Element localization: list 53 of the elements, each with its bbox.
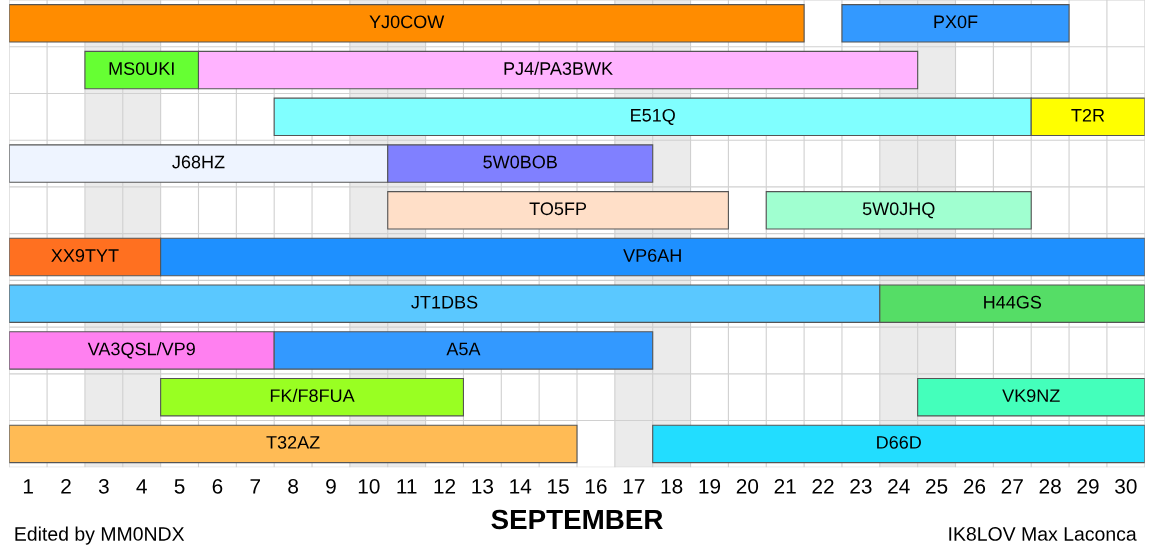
x-tick-label: 12 xyxy=(434,478,456,494)
x-tick-label: 5 xyxy=(174,479,185,494)
x-tick-label: 23 xyxy=(850,478,872,494)
x-tick-label: 4 xyxy=(136,479,147,494)
series-label: PJ4/PA3BWK xyxy=(504,61,613,75)
x-tick-label: 10 xyxy=(358,478,380,494)
series-label: T2R xyxy=(1071,108,1105,122)
series-label: D66D xyxy=(877,435,921,449)
x-tick-label: 14 xyxy=(510,479,532,494)
series-label: E51Q xyxy=(631,108,675,125)
x-axis-title: SEPTEMBER xyxy=(491,509,663,530)
x-tick-label: 7 xyxy=(250,479,261,494)
series-label: VK9NZ xyxy=(1002,389,1060,403)
series-label: PX0F xyxy=(934,15,978,29)
x-tick-label: 28 xyxy=(1039,478,1061,494)
x-tick-label: 21 xyxy=(774,478,796,494)
series-label: MS0UKI xyxy=(109,62,174,75)
series-label: XX9TYT xyxy=(51,249,119,262)
x-tick-label: 19 xyxy=(699,478,721,494)
series-label: VA3QSL/VP9 xyxy=(87,342,195,359)
x-tick-label: 15 xyxy=(548,479,569,494)
x-tick-label: 9 xyxy=(326,478,336,494)
x-tick-label: 18 xyxy=(661,478,683,494)
series-label: VP6AH xyxy=(623,249,681,262)
x-tick-label: 2 xyxy=(61,478,71,494)
x-tick-label: 25 xyxy=(926,478,948,494)
x-tick-label: 30 xyxy=(1115,478,1137,494)
x-tick-label: 1 xyxy=(23,479,33,494)
x-tick-label: 22 xyxy=(812,478,834,494)
series-label: T32AZ xyxy=(266,435,320,449)
x-tick-label: 20 xyxy=(736,478,759,494)
x-tick-label: 27 xyxy=(1001,478,1023,494)
x-tick-label: 24 xyxy=(888,478,910,494)
x-tick-label: 17 xyxy=(623,479,645,494)
x-tick-label: 26 xyxy=(963,478,986,494)
text: Edited by MM0NDX xyxy=(15,526,185,545)
x-tick-label: 29 xyxy=(1077,478,1099,494)
x-tick-label: 3 xyxy=(98,478,109,494)
text: IK8LOV Max Laconca xyxy=(949,527,1137,541)
series-label: YJ0COW xyxy=(369,15,445,29)
series-label: 5W0JHQ xyxy=(862,202,935,219)
x-tick-label: 8 xyxy=(288,478,298,494)
x-tick-label: 11 xyxy=(397,479,417,494)
series-label: JT1DBS xyxy=(411,295,478,309)
series-label: A5A xyxy=(446,342,481,356)
x-tick-label: 13 xyxy=(472,478,494,494)
series-label: H44GS xyxy=(984,295,1042,309)
x-tick-label: 16 xyxy=(585,478,607,494)
series-label: 5W0BOB xyxy=(483,155,557,169)
x-tick-label: 6 xyxy=(212,478,223,494)
series-label: TO5FP xyxy=(529,202,587,216)
series-label: J68HZ xyxy=(172,155,225,169)
series-label: FK/F8FUA xyxy=(270,388,355,403)
